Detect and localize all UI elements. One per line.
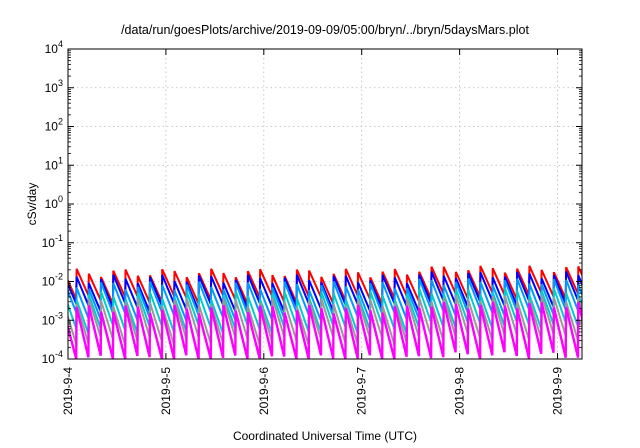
y-tick-label: 10-1 (42, 233, 63, 250)
x-tick-label: 2019-9-7 (355, 367, 369, 415)
x-tick-label: 2019-9-9 (551, 367, 565, 415)
y-tick-label: 100 (45, 194, 63, 211)
x-axis-label: Coordinated Universal Time (UTC) (233, 429, 417, 443)
series-line (68, 301, 582, 359)
y-tick-label: 10-4 (42, 349, 63, 366)
y-axis-ticks: 10-4 10-3 10-2 10-1 100 101 102 103 104 (42, 39, 582, 366)
x-tick-label: 2019-9-5 (159, 367, 173, 415)
x-axis-ticks: 2019-9-4 2019-9-5 2019-9-6 2019-9-7 2019-9-8… (61, 49, 565, 415)
y-tick-label: 103 (45, 78, 63, 95)
y-tick-label: 10-3 (42, 310, 63, 327)
y-axis-label: cSv/day (25, 183, 39, 226)
x-tick-label: 2019-9-8 (453, 367, 467, 415)
x-tick-label: 2019-9-6 (257, 367, 271, 415)
y-tick-label: 101 (45, 155, 63, 172)
series-group (68, 265, 582, 359)
y-tick-label: 102 (45, 117, 63, 134)
y-tick-label: 104 (45, 39, 63, 56)
y-tick-label: 10-2 (42, 272, 63, 289)
x-tick-label: 2019-9-4 (61, 367, 75, 415)
chart-title: /data/run/goesPlots/archive/2019-09-09/0… (121, 23, 529, 37)
